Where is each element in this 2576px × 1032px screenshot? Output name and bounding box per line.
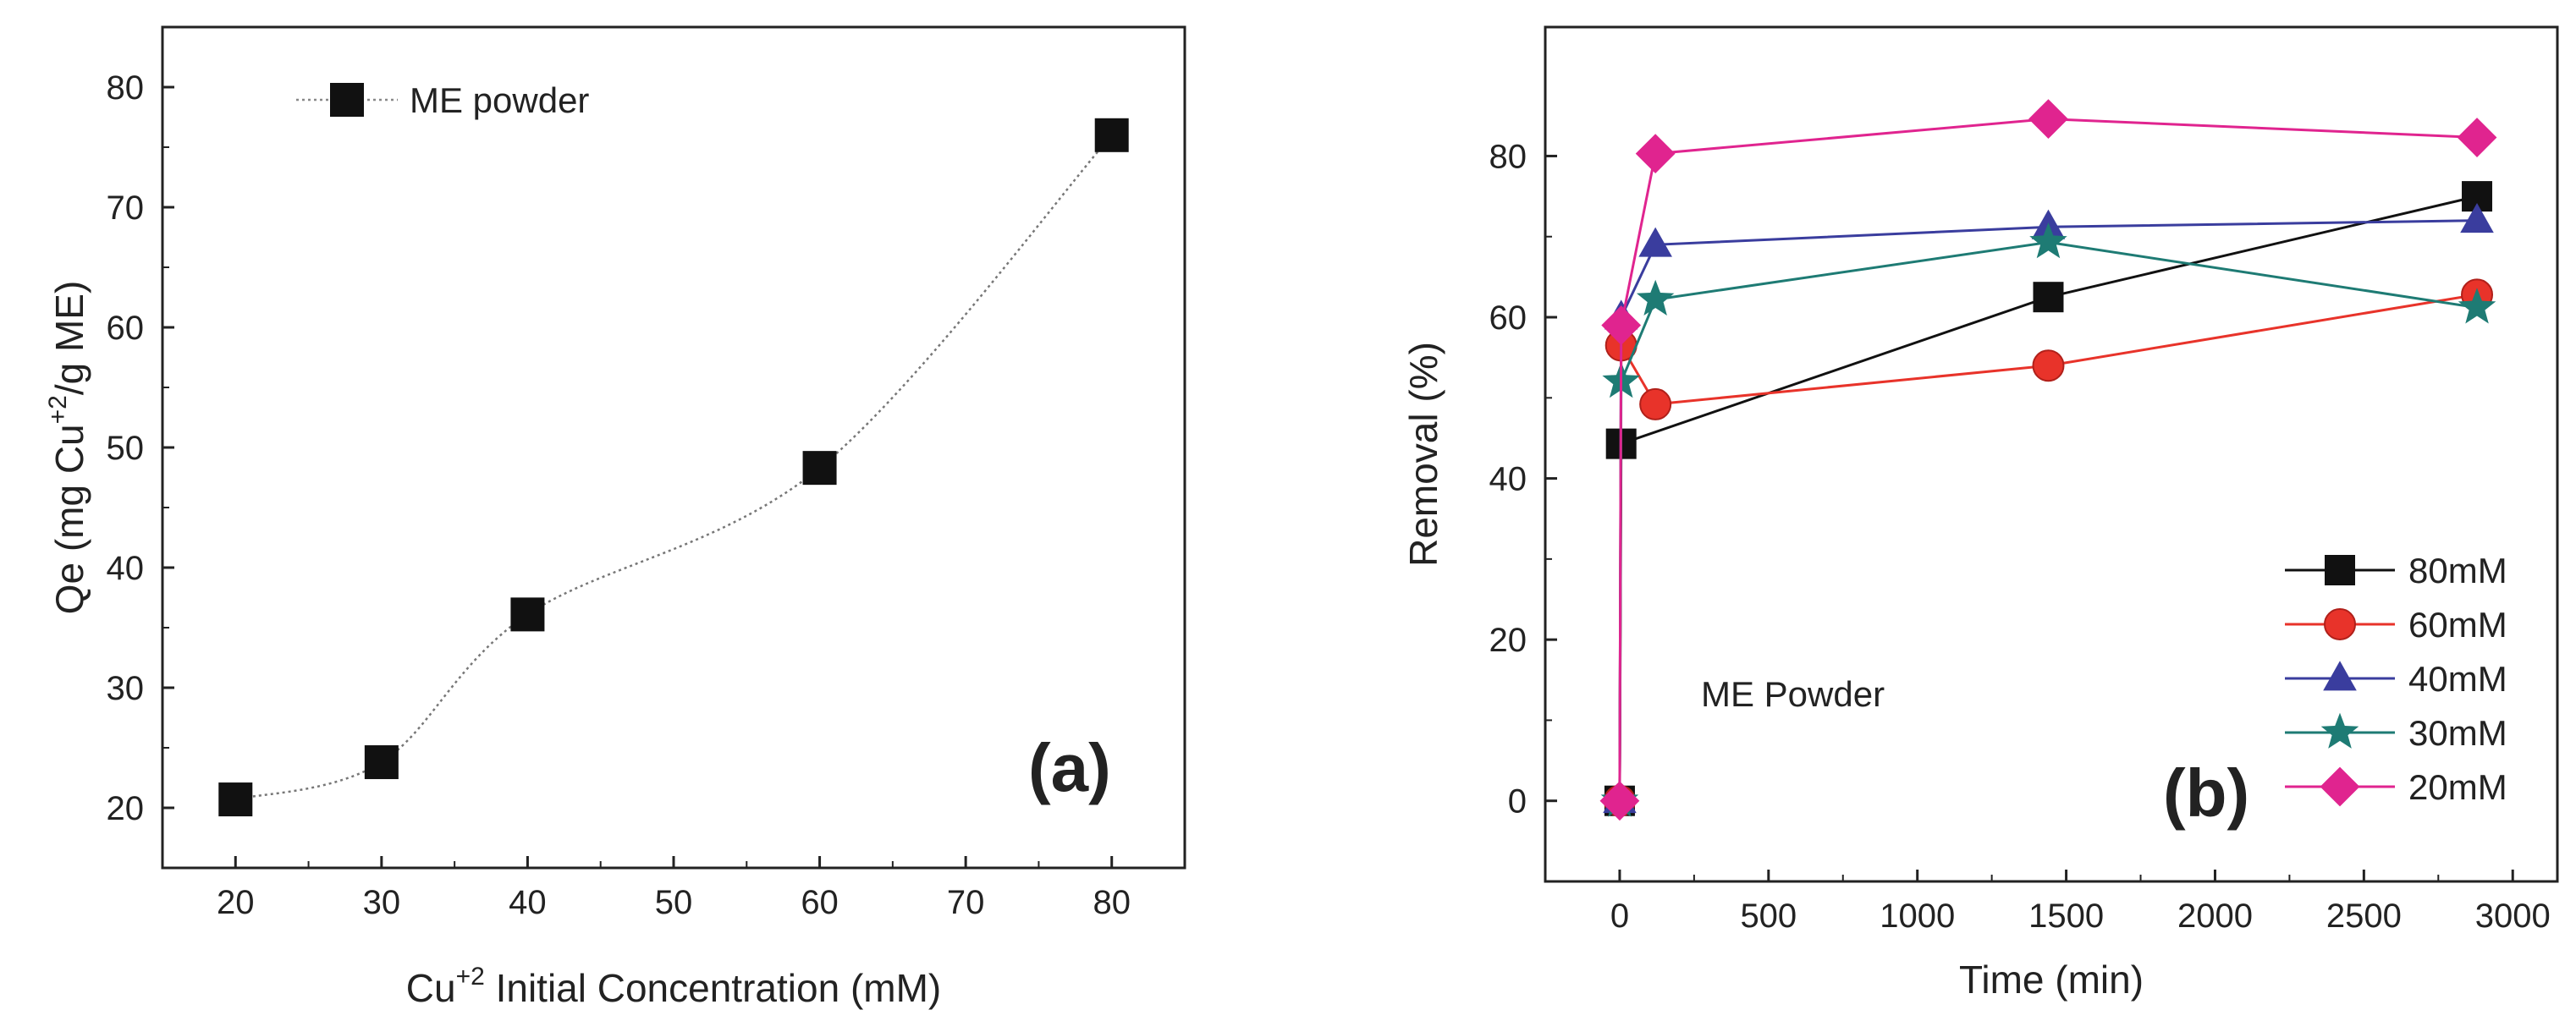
- data-point-me-powder-60: [802, 451, 837, 486]
- panel-b-y-tick-label-20: 20: [1489, 622, 1527, 659]
- panel-a: 20 30 40 50 60 70 80 20 30 40 50 60 70 80 ME powder (…: [44, 25, 1186, 1010]
- legend-label-60mm: 60mM: [2408, 605, 2507, 645]
- data-point-60mm-120: [1639, 387, 1672, 420]
- x-title-rest: Initial Concentration (mM): [485, 966, 941, 1010]
- panel-a-ticks: 20 30 40 50 60 70 80 20 30 40 50 60 70 80: [107, 69, 1131, 921]
- y-title-prefix: Qe (mg Cu: [47, 424, 91, 614]
- panel-a-x-axis-title: Cu+2 Initial Concentration (mM): [406, 963, 941, 1010]
- panel-b-y-tick-label-0: 0: [1508, 783, 1527, 821]
- panel-a-x-tick-label-70: 70: [947, 884, 985, 921]
- panel-b-x-tick-label-1500: 1500: [2028, 898, 2104, 935]
- panel-a-y-tick-label-40: 40: [107, 550, 145, 587]
- panel-a-y-tick-label-80: 80: [107, 69, 145, 107]
- legend-label-80mm: 80mM: [2408, 551, 2507, 590]
- panel-b-x-tick-label-500: 500: [1740, 898, 1797, 935]
- panel-b-x-tick-label-2000: 2000: [2177, 898, 2253, 935]
- panel-b-x-axis-title: Time (min): [1959, 958, 2144, 1002]
- panel-a-fit-curve: [234, 134, 1113, 801]
- data-point-20mm-0: [1599, 781, 1640, 821]
- panel-a-y-tick-label-60: 60: [107, 310, 145, 347]
- panel-b-y-tick-label-80: 80: [1489, 138, 1527, 175]
- data-point-60mm-1440: [2032, 349, 2065, 382]
- data-point-me-powder-40: [510, 597, 545, 632]
- legend-label-me-powder: ME powder: [410, 80, 589, 120]
- legend-marker-30mm: [2320, 712, 2359, 749]
- panel-a-legend: ME powder: [296, 80, 589, 120]
- data-point-40mm-120: [1638, 227, 1672, 257]
- panel-b-y-axis-title: Removal (%): [1401, 342, 1445, 567]
- legend-marker-60mm: [2324, 608, 2356, 640]
- panel-b-series: [1599, 99, 2497, 821]
- legend-marker-me-powder: [330, 83, 364, 117]
- panel-a-points: [218, 118, 1129, 817]
- data-point-me-powder-80: [1094, 118, 1129, 152]
- series-line-30mm: [1618, 240, 2478, 801]
- panel-b-x-tick-label-2500: 2500: [2326, 898, 2402, 935]
- panel-b: 0 500 1000 1500 2000 2500 3000 0 20 40 60 80 80mM 60…: [1401, 25, 2559, 1002]
- panel-a-y-axis-title: Qe (mg Cu+2/g ME): [44, 281, 91, 615]
- legend-label-30mm: 30mM: [2408, 713, 2507, 753]
- data-point-30mm-2880: [2458, 288, 2496, 324]
- data-point-me-powder-20: [218, 782, 253, 817]
- panel-b-y-tick-label-40: 40: [1489, 461, 1527, 498]
- legend-label-20mm: 20mM: [2408, 767, 2507, 807]
- panel-b-y-tick-label-60: 60: [1489, 299, 1527, 337]
- data-point-20mm-5: [1601, 305, 1642, 345]
- data-point-20mm-120: [1635, 134, 1676, 173]
- data-point-30mm-1440: [2029, 222, 2067, 259]
- panel-a-y-tick-label-30: 30: [107, 670, 145, 707]
- panel-a-x-tick-label-30: 30: [363, 884, 401, 921]
- data-point-80mm-1440: [2033, 282, 2064, 313]
- panel-a-x-tick-label-60: 60: [801, 884, 839, 921]
- panel-b-frame: [1544, 25, 2559, 883]
- x-title-sup: +2: [456, 963, 485, 991]
- panel-a-x-tick-label-40: 40: [509, 884, 547, 921]
- panel-a-x-tick-label-80: 80: [1093, 884, 1131, 921]
- data-point-40mm-2880: [2460, 202, 2494, 233]
- panel-a-x-tick-label-20: 20: [217, 884, 255, 921]
- x-title-cu: Cu: [406, 966, 456, 1010]
- data-point-30mm-120: [1636, 279, 1675, 316]
- panel-b-x-tick-label-1000: 1000: [1880, 898, 1955, 935]
- data-point-me-powder-30: [364, 745, 399, 780]
- legend-marker-40mm: [2323, 661, 2357, 691]
- panel-a-x-tick-label-50: 50: [655, 884, 693, 921]
- panel-b-annotation: ME Powder: [1701, 674, 1885, 714]
- data-point-20mm-1440: [2028, 99, 2068, 140]
- panel-b-ticks: 0 500 1000 1500 2000 2500 3000 0 20 40 60 80: [1489, 138, 2551, 935]
- data-point-20mm-2880: [2457, 118, 2497, 157]
- panel-a-y-tick-label-70: 70: [107, 189, 145, 227]
- y-title-sup: +2: [44, 395, 72, 424]
- panel-b-x-tick-label-0: 0: [1610, 898, 1629, 935]
- legend-marker-20mm: [2320, 766, 2360, 807]
- y-title-suffix: /g ME): [47, 281, 91, 395]
- legend-label-40mm: 40mM: [2408, 659, 2507, 699]
- panel-a-y-tick-label-20: 20: [107, 790, 145, 827]
- panel-b-x-tick-label-3000: 3000: [2475, 898, 2551, 935]
- panel-b-legend: 80mM 60mM 40mM 30mM 20mM: [2285, 551, 2507, 807]
- panel-a-y-tick-label-50: 50: [107, 430, 145, 467]
- legend-marker-80mm: [2325, 555, 2355, 585]
- panel-a-label: (a): [1028, 730, 1111, 805]
- panel-b-label: (b): [2163, 755, 2249, 831]
